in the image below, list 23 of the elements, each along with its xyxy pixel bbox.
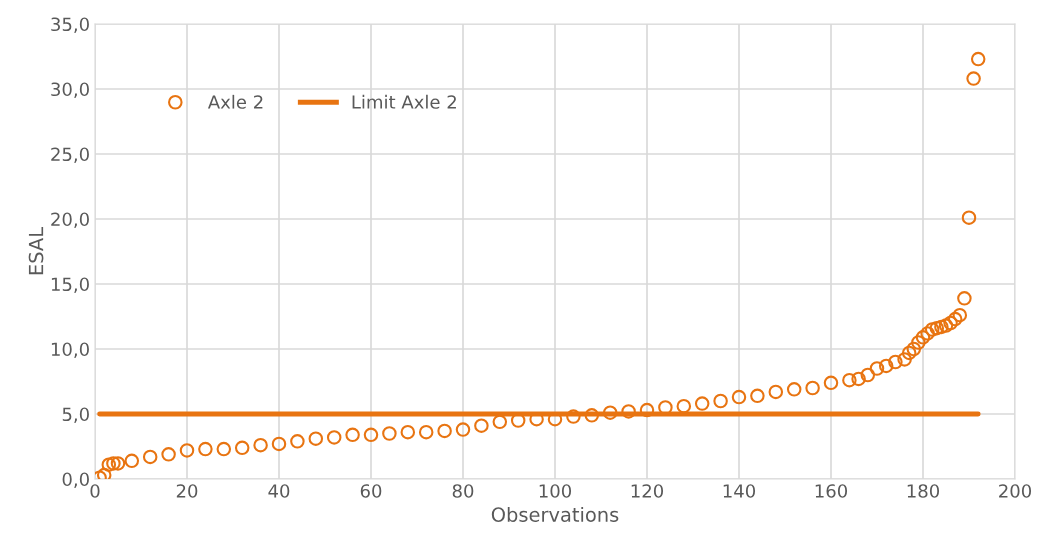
x-tick-label: 120 <box>631 484 664 498</box>
y-tick-label: 0,0 <box>62 472 89 488</box>
x-tick-label: 160 <box>815 484 848 498</box>
y-tick-label: 20,0 <box>51 212 89 228</box>
x-tick-label: 0 <box>90 484 100 498</box>
x-tick-label: 60 <box>360 484 382 498</box>
x-tick-label: 180 <box>907 484 940 498</box>
x-axis-title: Observations <box>491 506 619 522</box>
x-tick-label: 140 <box>723 484 756 498</box>
legend-label: Limit Axle 2 <box>352 94 456 109</box>
y-tick-label: 30,0 <box>51 82 89 98</box>
x-tick-label: 80 <box>452 484 474 498</box>
x-tick-label: 20 <box>176 484 198 498</box>
y-tick-label: 5,0 <box>62 407 89 423</box>
legend-label: Axle 2 <box>207 94 263 109</box>
y-tick-label: 25,0 <box>51 147 89 163</box>
x-tick-label: 200 <box>999 484 1032 498</box>
y-tick-label: 15,0 <box>51 277 89 293</box>
y-tick-label: 10,0 <box>51 342 89 358</box>
x-tick-label: 40 <box>268 484 290 498</box>
y-tick-label: 35,0 <box>51 17 89 33</box>
x-tick-label: 100 <box>539 484 572 498</box>
y-axis-title: ESAL <box>28 227 44 275</box>
